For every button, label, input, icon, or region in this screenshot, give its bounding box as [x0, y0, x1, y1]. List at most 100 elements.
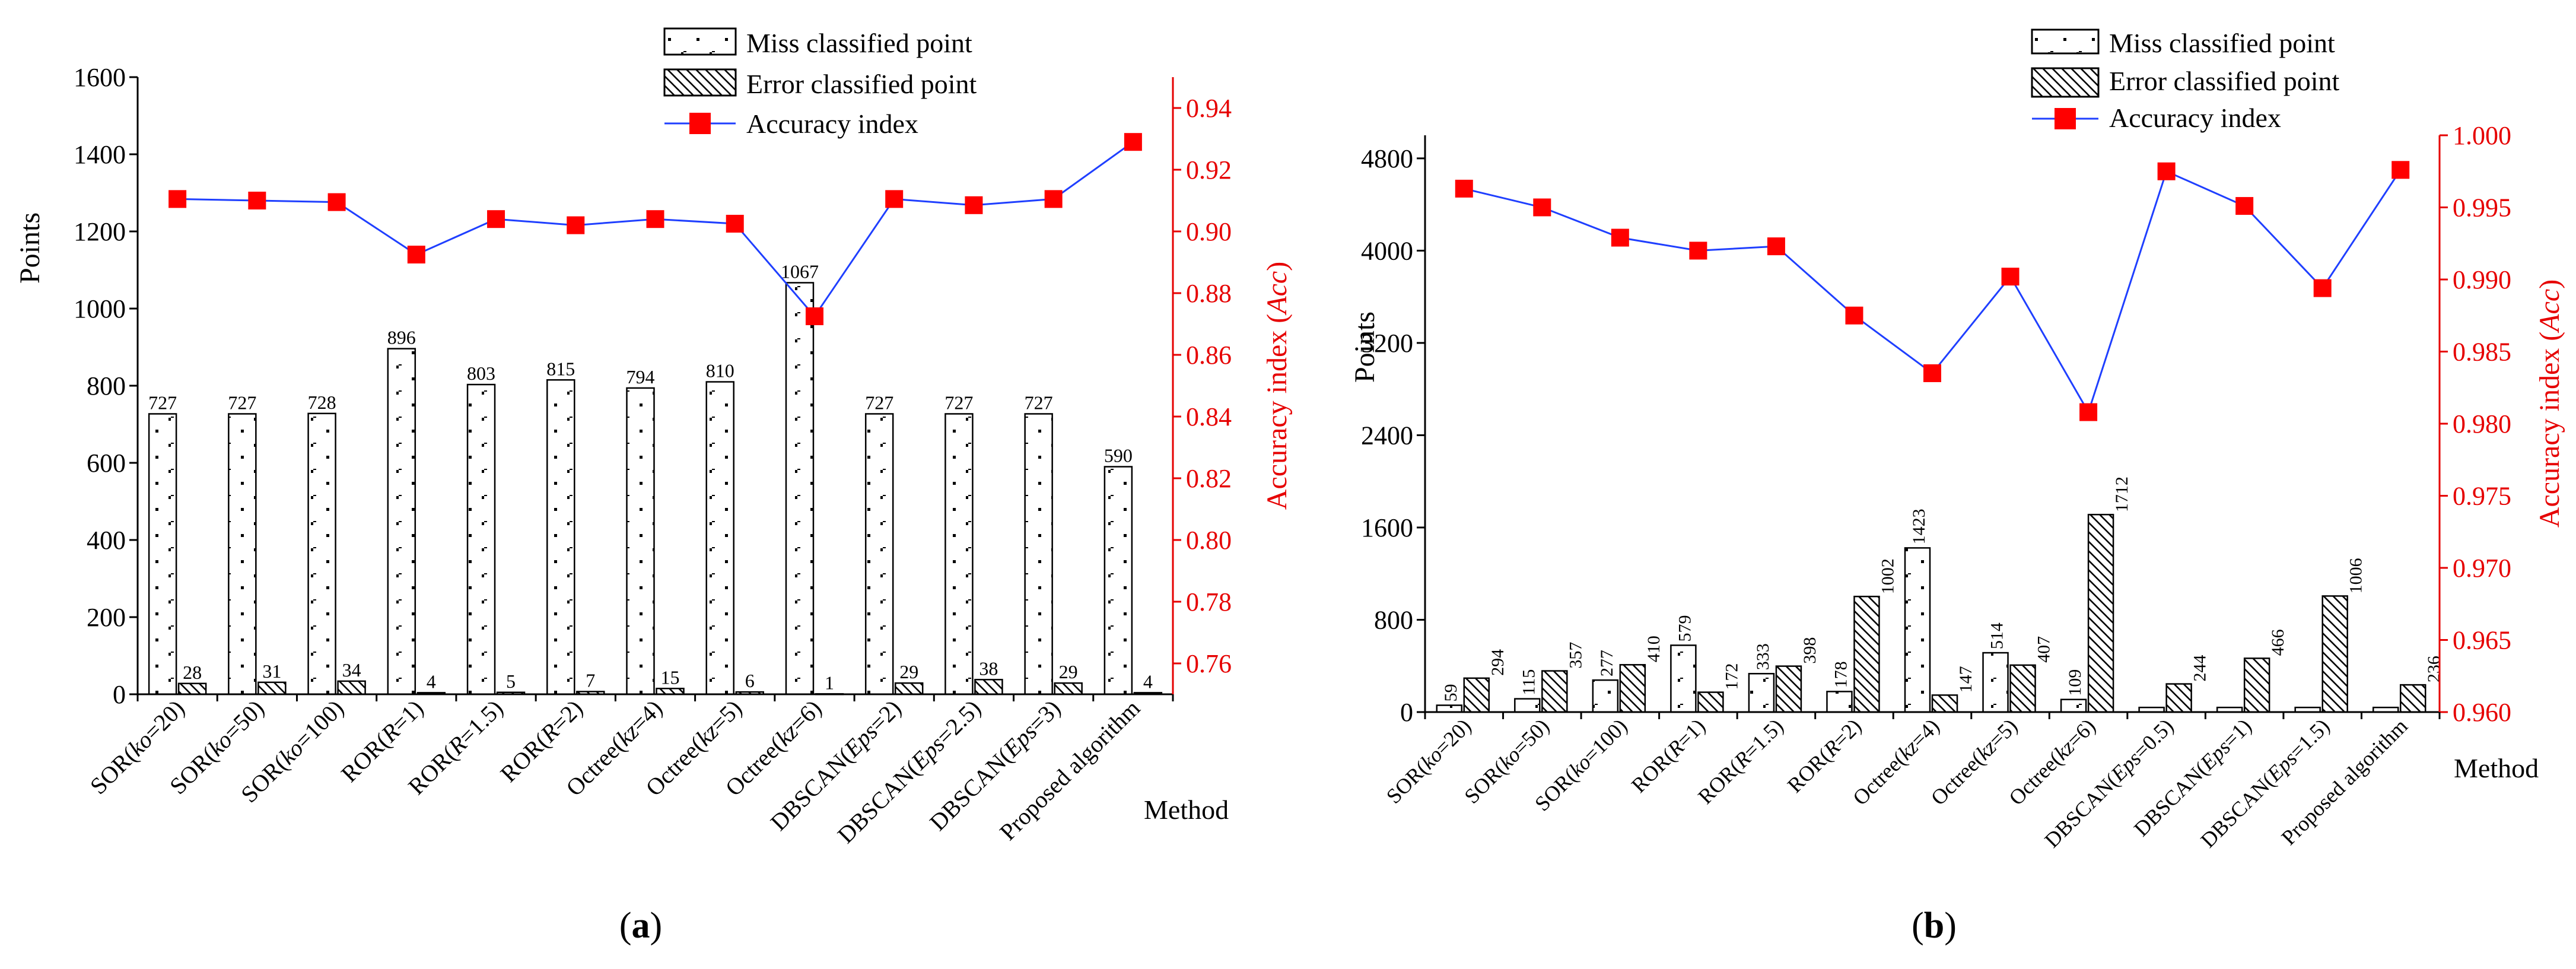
bar-error — [1931, 694, 1958, 713]
legend-label-miss: Miss classified point — [746, 28, 972, 58]
data-label-error: 1712 — [2112, 476, 2132, 512]
y-tick-label: 1000 — [74, 294, 126, 323]
y2-tick-label: 0.82 — [1186, 464, 1232, 493]
accuracy-point — [1611, 228, 1629, 247]
panel-b-legend: Miss classified point Error classified p… — [2031, 28, 2340, 133]
bar-miss — [1670, 644, 1697, 713]
panel-a-bars — [148, 282, 1163, 695]
panel-b-accuracy-series — [1455, 161, 2410, 421]
data-label-error: 38 — [979, 657, 998, 679]
y2-tick-label: 0.980 — [2453, 409, 2511, 439]
data-label-miss: 727 — [148, 392, 177, 413]
data-label-miss: 794 — [626, 366, 655, 387]
panel-a-legend: Miss classified point Error classified p… — [663, 27, 977, 139]
accuracy-point — [2079, 403, 2098, 421]
legend-swatch-error — [663, 68, 737, 97]
y2-tick-label: 0.970 — [2453, 554, 2511, 583]
x-tick-label: ROR(R=2) — [1783, 714, 1866, 797]
data-label-error: 29 — [899, 661, 918, 682]
accuracy-point — [2001, 268, 2020, 286]
bar-miss — [705, 381, 734, 695]
accuracy-point — [1689, 242, 1707, 260]
panel-b-y-axis-title: Points — [1349, 312, 1381, 383]
data-label-miss: 728 — [308, 392, 336, 413]
x-tick-label: DBSCAN(Eps=1.5) — [2196, 714, 2334, 852]
data-label-miss: 815 — [546, 358, 575, 379]
y2-tick-label: 0.990 — [2453, 265, 2511, 294]
accuracy-point — [2157, 162, 2176, 180]
bar-miss — [1436, 704, 1463, 713]
bar-miss — [626, 387, 655, 695]
chart-panel-b: 59 294 115 357 277 410 579 172 333 398 178 1002 1423… — [1349, 28, 2565, 946]
accuracy-point — [1124, 133, 1142, 151]
data-label-error: 147 — [1956, 666, 1976, 692]
panel-a-y2-axis-title: Accuracy index (Acc) — [1261, 262, 1293, 510]
panel-b-caption: (b) — [1912, 906, 1957, 946]
y2-tick-label: 0.86 — [1186, 341, 1232, 370]
data-label-miss: 277 — [1597, 650, 1617, 676]
accuracy-point — [248, 192, 266, 209]
panel-b-y2-ticks: 0.960 0.965 0.970 0.975 0.980 0.985 0.990 0.995… — [2440, 121, 2511, 727]
panel-b-bars — [1436, 513, 2426, 713]
y-tick-label: 800 — [1374, 605, 1413, 634]
y-tick-label: 1600 — [1361, 513, 1413, 542]
bar-miss — [944, 413, 974, 695]
data-label-miss: 579 — [1675, 615, 1694, 641]
accuracy-point — [2313, 279, 2332, 297]
legend-marker-acc — [2055, 108, 2076, 129]
x-tick-label: DBSCAN(Eps=0.5) — [2040, 714, 2178, 852]
panel-b-bar-labels: 59 294 115 357 277 410 579 172 333 398 178 1002 1423… — [1441, 476, 2444, 701]
data-label-miss: 1067 — [781, 260, 819, 282]
bar-error — [1853, 595, 1880, 713]
panel-a-y2-ticks: 0.76 0.78 0.80 0.82 0.84 0.86 0.88 0.90 0.92 0.94 — [1173, 94, 1232, 678]
data-label-miss: 178 — [1831, 661, 1850, 688]
panel-a-y-axis-title: Points — [14, 212, 46, 284]
data-label-miss: 109 — [2065, 669, 2085, 696]
data-label-miss: 896 — [387, 327, 416, 348]
accuracy-point — [805, 307, 823, 325]
y2-tick-label: 1.000 — [2453, 121, 2511, 150]
accuracy-point — [168, 190, 187, 208]
y2-tick-label: 0.960 — [2453, 698, 2511, 727]
legend-label-acc: Accuracy index — [2109, 103, 2281, 133]
data-label-miss: 727 — [1025, 392, 1053, 413]
data-label-error: 1006 — [2346, 558, 2366, 593]
panel-b-x-ticks: SOR(ko=20)SOR(ko=50)SOR(ko=100)ROR(R=1)R… — [1382, 712, 2441, 852]
accuracy-point — [567, 216, 585, 234]
bar-error — [2009, 664, 2036, 713]
x-tick-label: Proposed algorithm — [994, 695, 1145, 846]
data-label-error: 4 — [1143, 671, 1153, 692]
panel-a-x-axis-title: Method — [1144, 795, 1229, 825]
data-label-error: 5 — [506, 671, 516, 692]
bar-miss — [2060, 698, 2087, 713]
legend-label-error: Error classified point — [2109, 66, 2340, 96]
y-tick-label: 1600 — [74, 63, 126, 92]
y-tick-label: 600 — [87, 449, 126, 478]
bar-miss — [1592, 679, 1619, 713]
data-label-error: 7 — [586, 669, 595, 691]
data-label-error: 1002 — [1878, 558, 1897, 594]
data-label-miss: 1423 — [1909, 509, 1929, 544]
legend-label-error: Error classified point — [746, 69, 977, 99]
panel-b-x-axis-title: Method — [2454, 753, 2539, 783]
y-tick-label: 4800 — [1361, 144, 1413, 173]
bar-miss — [1748, 673, 1775, 713]
bar-error — [1541, 670, 1568, 713]
bar-error — [894, 682, 924, 695]
data-label-miss: 333 — [1753, 643, 1773, 670]
y2-tick-label: 0.80 — [1186, 526, 1232, 555]
data-label-miss: 727 — [944, 392, 973, 413]
data-label-error: 407 — [2034, 636, 2054, 663]
data-label-error: 466 — [2268, 629, 2288, 656]
y2-tick-label: 0.84 — [1186, 402, 1232, 431]
y2-tick-label: 0.985 — [2453, 338, 2511, 367]
bar-error — [1463, 677, 1490, 713]
accuracy-line — [177, 141, 1134, 318]
data-label-error: 4 — [427, 671, 436, 692]
chart-panel-a: 727 28 727 31 728 34 896 4 803 5 815 7 794 15 810 6 1067… — [14, 27, 1293, 946]
accuracy-point — [965, 196, 983, 214]
legend-marker-acc — [689, 113, 711, 134]
bar-error — [1054, 682, 1083, 695]
data-label-error: 34 — [342, 659, 361, 681]
